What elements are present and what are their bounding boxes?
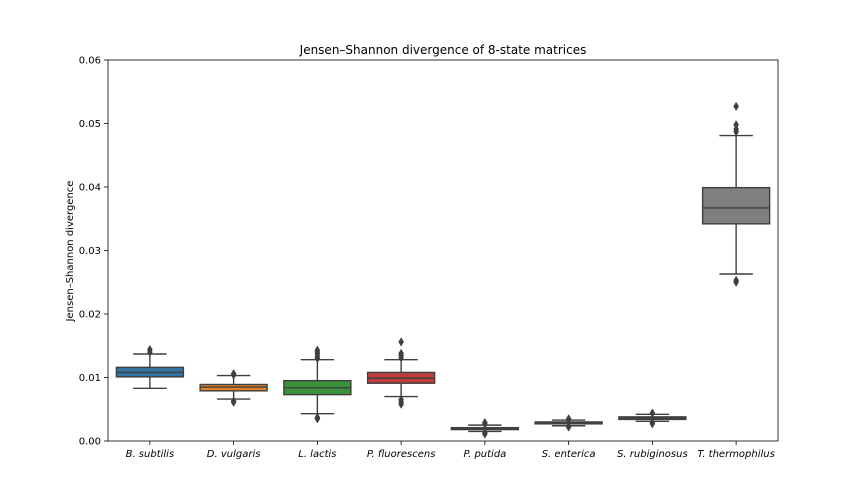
flier-point	[314, 345, 321, 355]
y-axis-label: Jensen–Shannon divergence	[65, 181, 76, 323]
y-tick-label: 0.06	[79, 56, 101, 67]
y-axis: 0.00 0.01 0.02 0.03 0.04 0.05 0.06	[79, 56, 108, 448]
flier-point	[230, 369, 237, 379]
x-tick-label: S. rubiginosus	[617, 449, 688, 460]
flier-point	[565, 414, 572, 424]
x-tick-label: B. subtilis	[126, 449, 175, 460]
flier-point	[398, 399, 404, 409]
y-tick-label: 0.03	[79, 246, 101, 257]
flier-point	[398, 348, 404, 359]
flier-point	[649, 419, 656, 429]
box-group	[283, 345, 352, 424]
flier-point	[565, 422, 572, 432]
flier-point	[147, 344, 153, 355]
x-tick-label: L. lactis	[298, 449, 336, 460]
y-tick-label: 0.05	[79, 119, 101, 130]
flier-point	[314, 414, 321, 424]
boxes-layer	[115, 101, 771, 439]
x-tick-label: S. enterica	[542, 449, 596, 460]
x-axis: B. subtilis D. vulgaris L. lactis P. fluore…	[126, 441, 775, 460]
plot-frame	[107, 59, 779, 442]
box-group	[534, 414, 603, 432]
box-group	[366, 337, 436, 409]
x-tick-label: P. fluorescens	[367, 449, 436, 460]
box-group	[701, 101, 771, 287]
flier-point	[230, 397, 237, 407]
x-tick-label: P. putida	[463, 449, 506, 460]
y-tick-label: 0.00	[79, 437, 101, 448]
y-tick-label: 0.02	[79, 310, 101, 321]
flier-point	[733, 101, 739, 112]
chart-title: Jensen–Shannon divergence of 8-state mat…	[299, 43, 587, 57]
x-tick-label: T. thermophilus	[697, 449, 774, 460]
flier-point	[482, 417, 488, 428]
y-tick-label: 0.01	[79, 373, 101, 384]
flier-point	[398, 337, 404, 347]
box-group	[199, 369, 268, 407]
y-tick-label: 0.04	[79, 183, 101, 194]
flier-point	[649, 408, 656, 418]
box	[701, 186, 771, 225]
flier-point	[733, 277, 739, 287]
box-group	[618, 408, 687, 429]
flier-point	[733, 120, 739, 130]
flier-point	[482, 429, 488, 439]
box-group	[115, 344, 185, 389]
x-tick-label: D. vulgaris	[207, 449, 261, 460]
box-group	[450, 417, 520, 439]
